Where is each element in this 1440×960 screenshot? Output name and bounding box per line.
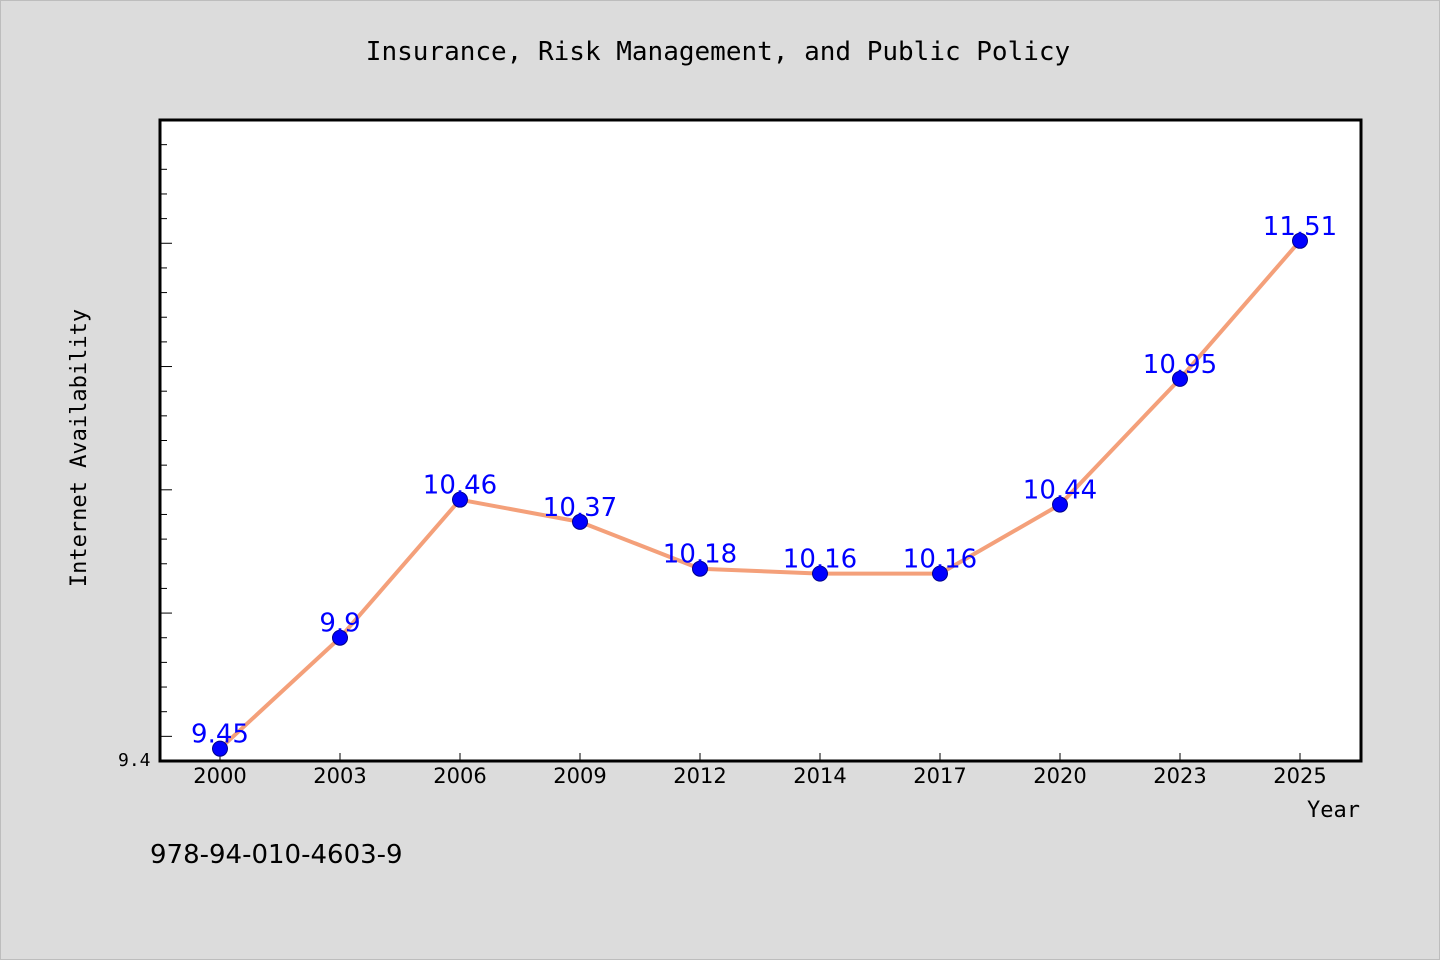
isbn-text: 978-94-010-4603-9 <box>150 840 403 870</box>
x-axis-ticks: 2000 2003 2006 2009 2012 2014 2017 2020 2023 2025 <box>193 753 1327 788</box>
data-label: 10.18 <box>663 540 737 570</box>
data-label: 10.16 <box>783 545 857 575</box>
data-label: 10.95 <box>1143 350 1217 380</box>
data-point <box>572 513 588 530</box>
data-label: 11.51 <box>1263 212 1337 242</box>
data-point <box>692 560 708 577</box>
chart-title: Insurance, Risk Management, and Public P… <box>366 37 1070 67</box>
data-labels: 9.45 9.9 10.46 10.37 10.18 10.16 10.16 10.44 10.… <box>191 212 1337 750</box>
data-point <box>932 565 948 582</box>
y-tick-label: 9.4 <box>118 750 151 771</box>
data-point <box>1172 370 1188 387</box>
data-label: 9.9 <box>319 609 360 639</box>
series-line <box>218 239 1302 751</box>
x-axis-label: Year <box>1307 798 1360 823</box>
y-axis-label: Internet Availability <box>67 309 92 587</box>
data-label: 10.44 <box>1023 476 1097 506</box>
x-tick-label: 2014 <box>793 764 846 788</box>
x-tick-label: 2020 <box>1033 764 1086 788</box>
plot-area <box>158 118 1363 763</box>
data-markers <box>212 232 1308 757</box>
x-tick-label: 2025 <box>1273 764 1326 788</box>
data-label: 10.46 <box>423 471 497 501</box>
data-label: 10.37 <box>543 493 617 523</box>
data-label: 10.16 <box>903 545 977 575</box>
data-point <box>452 491 468 508</box>
x-tick-label: 2023 <box>1153 764 1206 788</box>
x-tick-label: 2017 <box>913 764 966 788</box>
x-tick-label: 2003 <box>313 764 366 788</box>
data-point <box>812 565 828 582</box>
x-tick-label: 2012 <box>673 764 726 788</box>
data-point <box>1292 232 1308 249</box>
x-tick-label: 2000 <box>193 764 246 788</box>
x-tick-label: 2006 <box>433 764 486 788</box>
y-axis-ticks <box>160 119 172 762</box>
data-label: 9.45 <box>191 720 249 750</box>
data-point <box>212 740 228 757</box>
data-point <box>1052 496 1068 513</box>
data-point <box>332 629 348 646</box>
x-tick-label: 2009 <box>553 764 606 788</box>
